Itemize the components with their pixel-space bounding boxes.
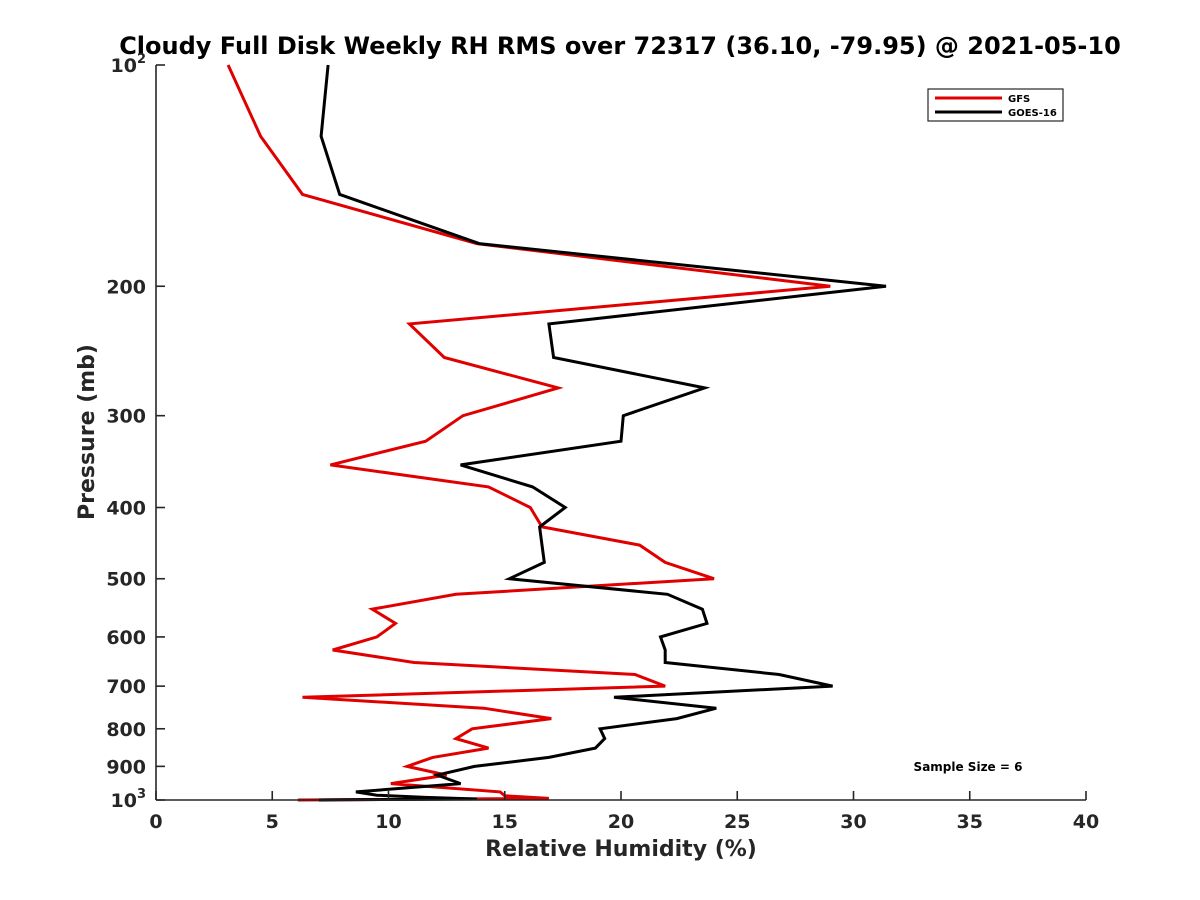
y-tick-base: 10 [111,55,137,77]
sample-size-annotation: Sample Size = 6 [914,760,1023,774]
y-tick-base: 600 [106,627,146,649]
y-tick-label: 300 [106,406,146,428]
series-line-goes-16 [318,64,887,802]
legend-label: GFS [1008,94,1030,105]
legend-box [927,88,1064,122]
legend-entries: GFS GOES-16 [935,94,1057,119]
x-tick-label: 10 [375,811,401,833]
x-ticks: 0 5 10 15 20 25 30 35 40 [149,791,1099,833]
y-tick-label: 103 [111,787,147,812]
y-tick-base: 900 [106,756,146,778]
y-tick-label: 400 [106,498,146,520]
y-tick-exponent: 2 [137,52,146,67]
y-tick-exponent: 3 [137,787,146,802]
chart-title: Cloudy Full Disk Weekly RH RMS over 7231… [119,32,1121,60]
series-line-gfs [226,64,831,802]
y-axis-label: Pressure (mb) [75,344,100,520]
x-tick-label: 35 [957,811,983,833]
x-tick-label: 25 [724,811,750,833]
y-tick-base: 400 [106,498,146,520]
x-axis-label: Relative Humidity (%) [485,837,757,862]
y-tick-label: 200 [106,276,146,298]
y-tick-label: 700 [106,676,146,698]
y-tick-base: 300 [106,406,146,428]
y-tick-base: 700 [106,676,146,698]
plot-area: 0 5 10 15 20 25 30 35 40 10220030040050060070080… [106,52,1099,833]
series-layer [226,64,887,802]
x-tick-label: 0 [149,811,162,833]
legend-label: GOES-16 [1008,108,1057,119]
y-tick-base: 800 [106,719,146,741]
y-tick-label: 800 [106,719,146,741]
y-tick-label: 900 [106,756,146,778]
x-tick-label: 5 [266,811,279,833]
y-tick-label: 102 [111,52,147,77]
x-tick-label: 30 [840,811,866,833]
legend: GFS GOES-16 [927,88,1064,122]
y-tick-base: 10 [111,790,137,812]
x-tick-label: 15 [492,811,518,833]
y-tick-base: 200 [106,276,146,298]
y-tick-label: 600 [106,627,146,649]
x-tick-label: 40 [1073,811,1099,833]
y-tick-label: 500 [106,569,146,591]
x-tick-label: 20 [608,811,634,833]
y-tick-base: 500 [106,569,146,591]
